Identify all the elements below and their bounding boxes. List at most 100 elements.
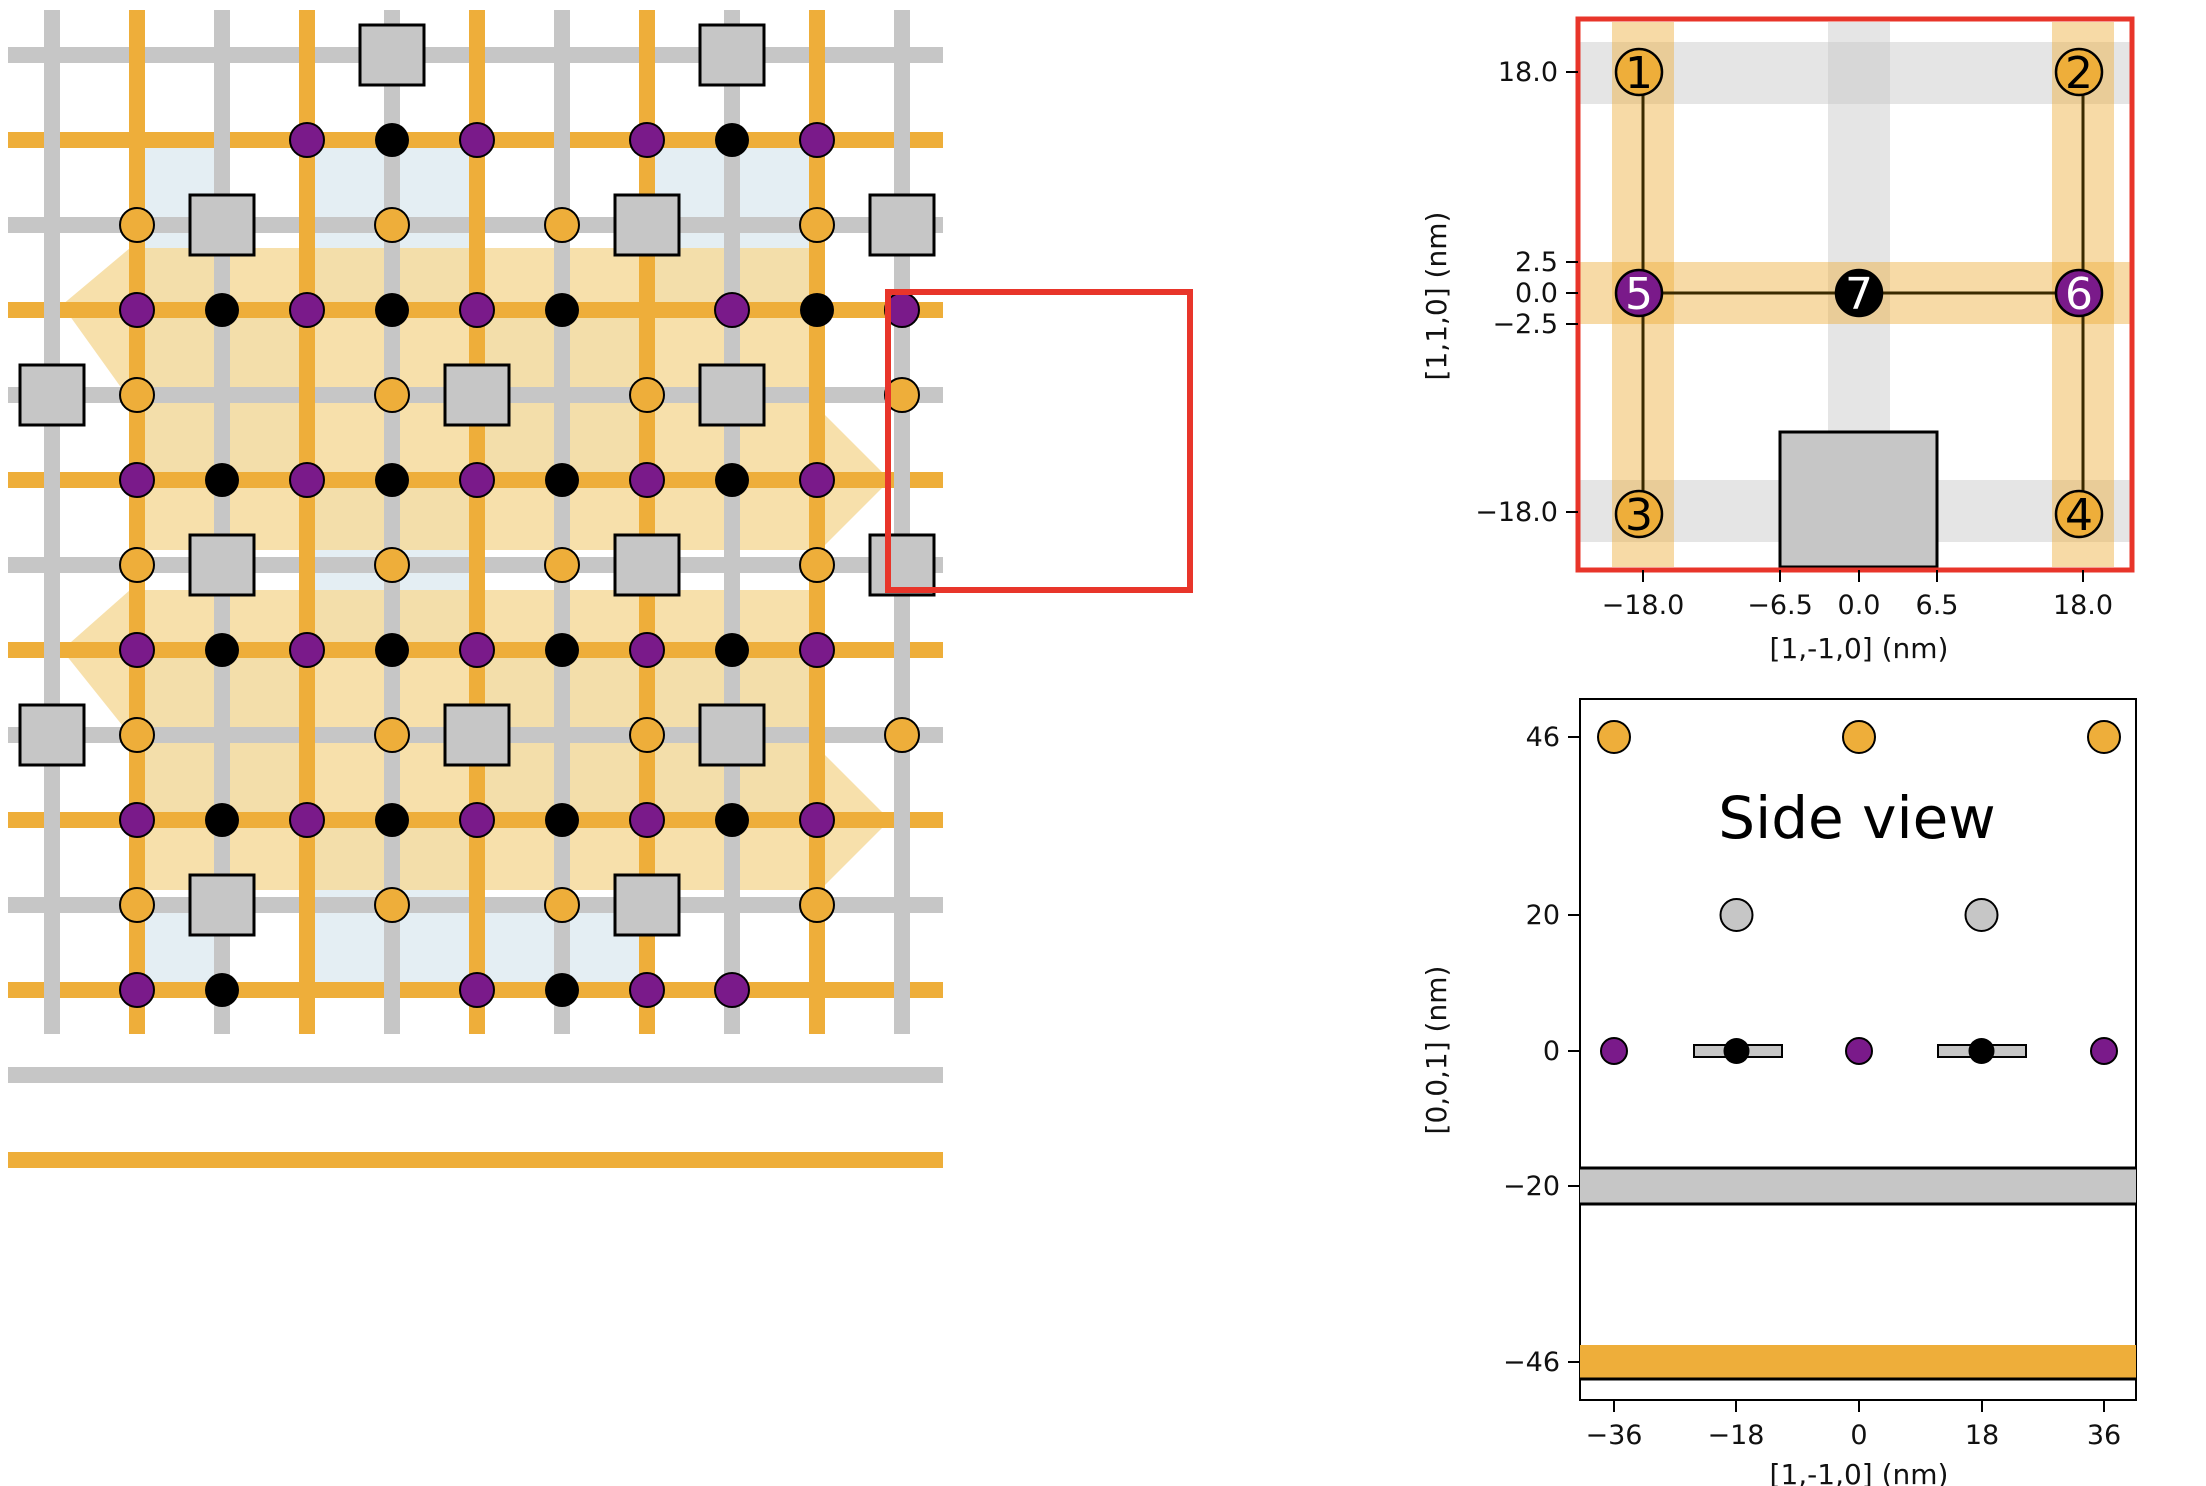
purple-dot xyxy=(799,802,835,838)
gray-square xyxy=(698,23,766,87)
orange-dot xyxy=(544,547,580,583)
purple-dot xyxy=(459,292,495,328)
orange-dot xyxy=(884,717,920,753)
black-dot xyxy=(715,123,749,157)
purple-dot xyxy=(289,802,325,838)
black-dot xyxy=(715,633,749,667)
site-label: 4 xyxy=(2065,490,2093,541)
orange-dot xyxy=(374,377,410,413)
y-ticks: 46 20 0 −20 −46 xyxy=(1503,722,1580,1378)
orange-dot xyxy=(2087,720,2121,754)
side-view-title: Side view xyxy=(1718,784,1995,852)
black-dot xyxy=(800,293,834,327)
orange-dot xyxy=(799,547,835,583)
gray-layer xyxy=(1580,1168,2136,1204)
gate-square xyxy=(1778,430,1939,569)
purple-dot xyxy=(459,972,495,1008)
black-dot xyxy=(1968,1038,1995,1064)
orange-dot xyxy=(374,207,410,243)
side-view-panel: Side view 46 20 0 −20 −46 −36 −18 0 18 3… xyxy=(1420,698,2137,1486)
purple-dot xyxy=(459,122,495,158)
black-dot xyxy=(205,293,239,327)
orange-dot xyxy=(544,887,580,923)
purple-dot xyxy=(799,122,835,158)
x-tick-label: 36 xyxy=(2087,1420,2121,1451)
site-6: 6 xyxy=(2054,268,2104,320)
black-dot xyxy=(205,463,239,497)
grid-lines xyxy=(8,10,943,1168)
purple-dot xyxy=(714,292,750,328)
y-tick-label: −2.5 xyxy=(1492,309,1558,340)
y-tick-label: 18.0 xyxy=(1498,57,1558,88)
site-7: 7 xyxy=(1834,268,1884,320)
site-label: 6 xyxy=(2065,269,2093,320)
side-view-dots xyxy=(1597,720,2121,1065)
purple-dot xyxy=(629,462,665,498)
purple-dot xyxy=(119,802,155,838)
purple-dot xyxy=(629,972,665,1008)
x-tick-label: 0.0 xyxy=(1838,590,1881,621)
black-dot xyxy=(375,463,409,497)
unit-cell-panel: 1 2 3 4 5 6 7 18.0 2.5 0.0 −2.5 −18.0 −18.0 −6… xyxy=(1420,16,2135,665)
gray-square xyxy=(443,703,511,767)
purple-dot xyxy=(714,972,750,1008)
y-tick-label: 0.0 xyxy=(1515,278,1558,309)
black-dot xyxy=(205,633,239,667)
y-tick-label: 0 xyxy=(1543,1036,1560,1067)
gray-square xyxy=(613,193,681,257)
x-tick-label: 18 xyxy=(1965,1420,1999,1451)
y-tick-label: −46 xyxy=(1503,1347,1560,1378)
orange-dot xyxy=(799,207,835,243)
site-2: 2 xyxy=(2054,47,2104,99)
gray-square xyxy=(613,533,681,597)
y-tick-label: 20 xyxy=(1526,900,1560,931)
site-4: 4 xyxy=(2054,489,2104,541)
purple-dot xyxy=(629,802,665,838)
purple-dot xyxy=(289,462,325,498)
orange-dot xyxy=(119,717,155,753)
orange-dot xyxy=(374,717,410,753)
unit-cell-dots: 1 2 3 4 5 6 7 xyxy=(1614,47,2104,541)
x-tick-label: −36 xyxy=(1586,1420,1643,1451)
orange-dot xyxy=(119,887,155,923)
gray-square xyxy=(613,873,681,937)
gray-dot xyxy=(1964,898,1999,932)
purple-dot xyxy=(119,632,155,668)
orange-layer xyxy=(1580,1345,2136,1379)
orange-dot xyxy=(799,887,835,923)
y-tick-label: −18.0 xyxy=(1475,497,1558,528)
gray-square xyxy=(868,533,936,597)
orange-dot xyxy=(119,547,155,583)
x-ticks: −18.0 −6.5 0.0 6.5 18.0 xyxy=(1602,570,2113,621)
purple-dot xyxy=(629,122,665,158)
x-axis-label: [1,-1,0] (nm) xyxy=(1770,1458,1949,1486)
y-tick-label: 2.5 xyxy=(1515,247,1558,278)
orange-dot xyxy=(1842,720,1876,754)
unit-cell-frame xyxy=(1575,16,2135,573)
y-ticks: 18.0 2.5 0.0 −2.5 −18.0 xyxy=(1475,57,1578,528)
orange-region xyxy=(62,248,820,400)
highlight-box xyxy=(885,289,1193,593)
gray-square xyxy=(18,363,86,427)
purple-dot xyxy=(459,632,495,668)
gray-square xyxy=(358,23,426,87)
black-dot xyxy=(715,463,749,497)
orange-dot xyxy=(544,207,580,243)
purple-dot xyxy=(459,462,495,498)
orange-dot xyxy=(374,887,410,923)
y-axis-label: [1,1,0] (nm) xyxy=(1420,212,1453,381)
site-label: 5 xyxy=(1625,269,1653,320)
purple-dot xyxy=(289,122,325,158)
site-label: 7 xyxy=(1845,269,1873,320)
site-label: 3 xyxy=(1625,490,1653,541)
purple-dot xyxy=(1600,1037,1628,1065)
site-label: 2 xyxy=(2065,48,2093,99)
purple-dot xyxy=(119,972,155,1008)
orange-region xyxy=(62,590,820,735)
gray-square xyxy=(188,873,256,937)
site-1: 1 xyxy=(1614,47,1664,99)
purple-dot xyxy=(119,292,155,328)
site-5: 5 xyxy=(1614,268,1664,320)
x-tick-label: −6.5 xyxy=(1747,590,1813,621)
x-tick-label: −18.0 xyxy=(1602,590,1685,621)
